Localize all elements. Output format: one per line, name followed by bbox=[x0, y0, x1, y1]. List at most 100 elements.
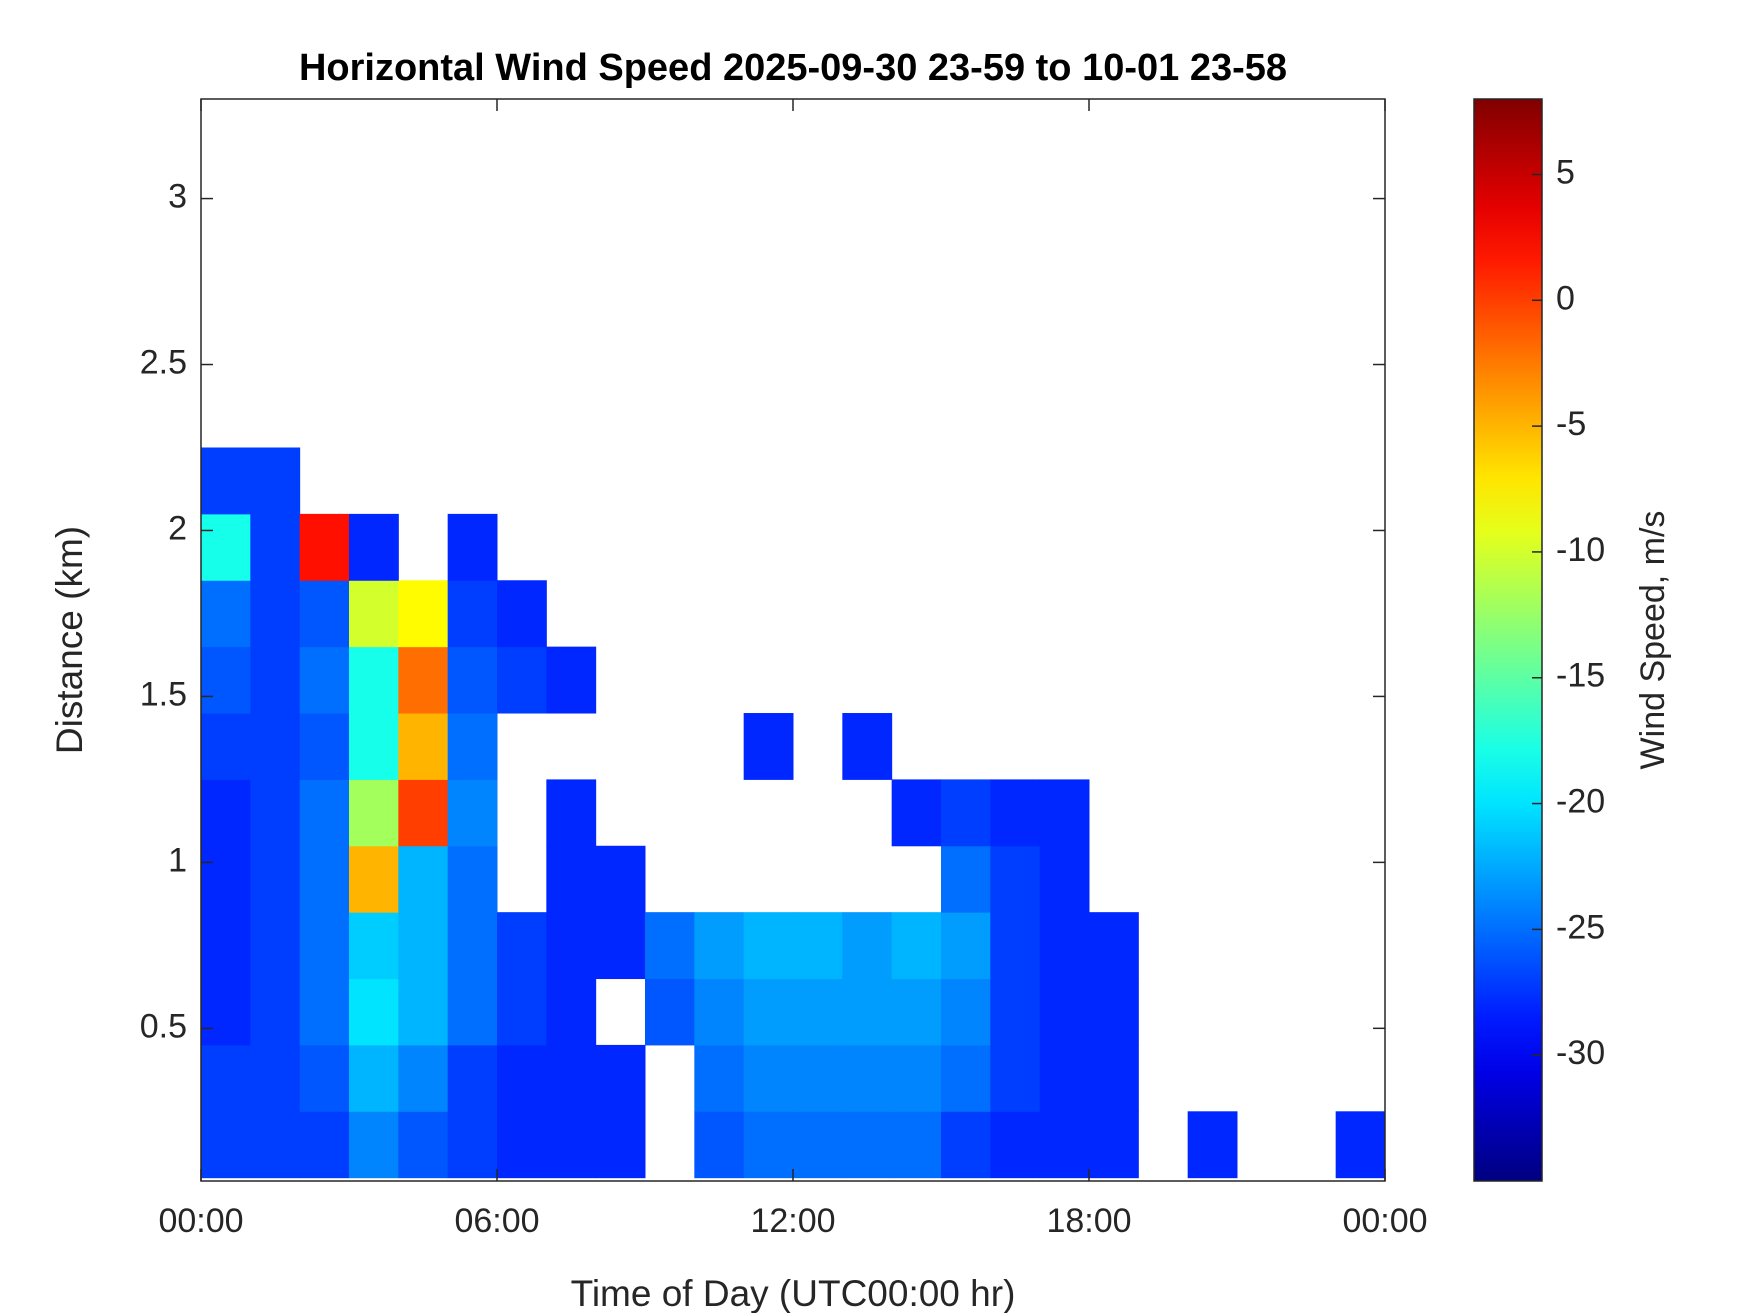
heat-cell bbox=[1039, 912, 1090, 980]
x-tick-label: 00:00 bbox=[1342, 1202, 1427, 1240]
y-axis-label: Distance (km) bbox=[49, 526, 90, 754]
heat-cell bbox=[398, 978, 449, 1046]
heat-cell bbox=[842, 912, 893, 980]
heat-cell bbox=[349, 513, 399, 581]
y-tick-label: 2.5 bbox=[140, 344, 187, 382]
heat-cell bbox=[299, 646, 350, 714]
heat-cell bbox=[842, 978, 893, 1046]
heat-cell bbox=[201, 978, 251, 1046]
heat-cell bbox=[497, 912, 547, 980]
heat-cell bbox=[1335, 1111, 1385, 1179]
heatmap bbox=[201, 447, 1385, 1179]
heat-cell bbox=[793, 1044, 843, 1112]
heat-cell bbox=[743, 978, 794, 1046]
heat-cell bbox=[891, 1044, 942, 1112]
heat-cell bbox=[793, 1111, 843, 1179]
heat-cell bbox=[447, 513, 498, 581]
heat-cell bbox=[447, 845, 498, 913]
heat-cell bbox=[299, 513, 350, 581]
colorbar-tick-label: -25 bbox=[1556, 908, 1605, 946]
heat-cell bbox=[349, 713, 399, 780]
heat-cell bbox=[447, 779, 498, 847]
heat-cell bbox=[250, 912, 301, 980]
colorbar-tick-label: 0 bbox=[1556, 279, 1575, 317]
colorbar-tick-label: -30 bbox=[1556, 1034, 1605, 1072]
heat-cell bbox=[349, 978, 399, 1046]
heat-cell bbox=[299, 1044, 350, 1112]
heat-cell bbox=[349, 646, 399, 714]
heat-cell bbox=[250, 713, 301, 780]
heat-cell bbox=[694, 1111, 745, 1179]
heat-cell bbox=[743, 1044, 794, 1112]
heat-cell bbox=[1089, 1044, 1139, 1112]
heat-cell bbox=[250, 646, 301, 714]
heat-cell bbox=[546, 1044, 597, 1112]
heat-cell bbox=[398, 1111, 449, 1179]
heat-cell bbox=[447, 1044, 498, 1112]
heat-cell bbox=[398, 779, 449, 847]
heat-cell bbox=[891, 779, 942, 847]
heat-cell bbox=[447, 978, 498, 1046]
heat-cell bbox=[941, 1044, 991, 1112]
heat-cell bbox=[250, 1044, 301, 1112]
x-tick-label: 06:00 bbox=[454, 1202, 539, 1240]
heat-cell bbox=[299, 580, 350, 648]
heat-cell bbox=[201, 447, 251, 515]
heat-cell bbox=[546, 912, 597, 980]
heat-cell bbox=[1089, 1111, 1139, 1179]
heat-cell bbox=[842, 713, 893, 780]
colorbar-label: Wind Speed, m/s bbox=[1634, 511, 1672, 770]
heat-cell bbox=[299, 779, 350, 847]
heat-cell bbox=[447, 912, 498, 980]
heat-cell bbox=[546, 1111, 597, 1179]
heat-cell bbox=[299, 1111, 350, 1179]
heat-cell bbox=[497, 1044, 547, 1112]
heat-cell bbox=[299, 845, 350, 913]
heat-cell bbox=[645, 978, 695, 1046]
heat-cell bbox=[299, 912, 350, 980]
heat-cell bbox=[447, 1111, 498, 1179]
heat-cell bbox=[497, 1111, 547, 1179]
heat-cell bbox=[250, 845, 301, 913]
y-tick-label: 1.5 bbox=[140, 675, 187, 713]
heat-cell bbox=[201, 513, 251, 581]
y-tick-label: 1 bbox=[168, 841, 187, 879]
y-tick-label: 3 bbox=[168, 178, 187, 216]
heat-cell bbox=[595, 1044, 646, 1112]
heat-cell bbox=[250, 978, 301, 1046]
heat-cell bbox=[349, 1111, 399, 1179]
y-tick-label: 0.5 bbox=[140, 1007, 187, 1045]
heat-cell bbox=[793, 978, 843, 1046]
heat-cell bbox=[941, 978, 991, 1046]
heat-cell bbox=[743, 1111, 794, 1179]
heat-cell bbox=[842, 1111, 893, 1179]
heat-cell bbox=[349, 580, 399, 648]
heat-cell bbox=[201, 1044, 251, 1112]
heat-cell bbox=[891, 912, 942, 980]
heat-cell bbox=[447, 713, 498, 780]
heat-cell bbox=[250, 779, 301, 847]
heat-cell bbox=[398, 580, 449, 648]
heat-cell bbox=[941, 912, 991, 980]
chart-title: Horizontal Wind Speed 2025-09-30 23-59 t… bbox=[299, 47, 1287, 89]
heat-cell bbox=[990, 912, 1041, 980]
heat-cell bbox=[891, 978, 942, 1046]
heat-cell bbox=[398, 646, 449, 714]
heat-cell bbox=[546, 646, 597, 714]
heat-cell bbox=[1039, 978, 1090, 1046]
heat-cell bbox=[398, 912, 449, 980]
x-axis-label: Time of Day (UTC00:00 hr) bbox=[571, 1273, 1016, 1313]
heat-cell bbox=[793, 912, 843, 980]
heat-cell bbox=[497, 646, 547, 714]
heat-cell bbox=[941, 845, 991, 913]
heat-cell bbox=[595, 845, 646, 913]
heat-cell bbox=[941, 779, 991, 847]
heat-cell bbox=[299, 978, 350, 1046]
heat-cell bbox=[349, 1044, 399, 1112]
x-tick-label: 12:00 bbox=[750, 1202, 835, 1240]
y-tick-label: 2 bbox=[168, 509, 187, 547]
heat-cell bbox=[1089, 912, 1139, 980]
heat-cell bbox=[201, 845, 251, 913]
heat-cell bbox=[250, 580, 301, 648]
